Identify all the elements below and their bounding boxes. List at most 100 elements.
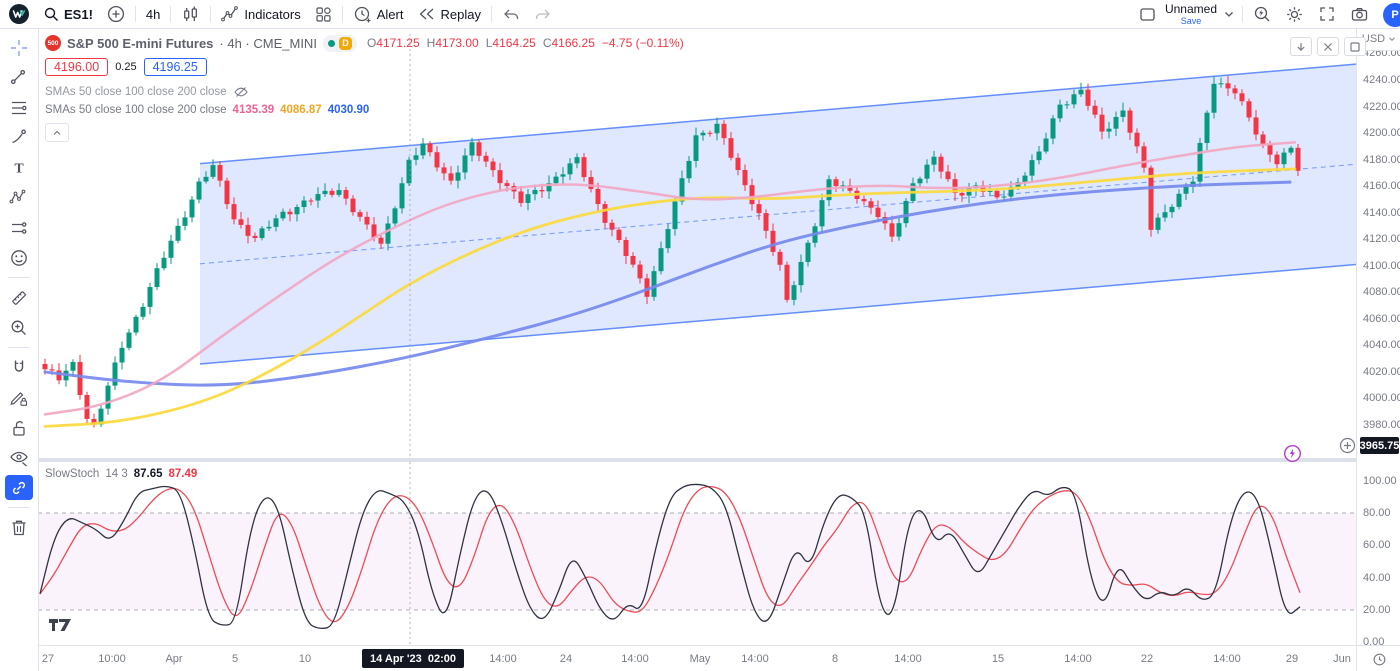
tool-zoom-in[interactable] xyxy=(5,315,33,340)
tool-trend-line[interactable] xyxy=(5,65,33,90)
tradingview-logo[interactable] xyxy=(8,3,30,25)
fullscreen-button[interactable] xyxy=(1311,1,1343,27)
tool-magnet[interactable] xyxy=(5,355,33,380)
plus-circle-icon xyxy=(107,5,124,23)
pane-controls xyxy=(1290,37,1366,56)
rail-divider xyxy=(8,277,30,278)
lock-open-icon xyxy=(13,420,25,436)
chart-type-button[interactable] xyxy=(174,1,207,27)
stoch-k-value: 87.65 xyxy=(133,468,163,480)
scroll-to-recent-button[interactable] xyxy=(1290,37,1312,56)
collapse-arrows-icon xyxy=(1324,42,1332,51)
replay-button[interactable]: Replay xyxy=(410,1,487,27)
layout-name[interactable]: Unnamed Save xyxy=(1163,3,1219,26)
crosshair-time-label: 14 Apr '23 02:00 xyxy=(362,649,464,668)
symbol-search-button[interactable]: ES1! xyxy=(36,1,100,27)
tool-fib-retracement[interactable] xyxy=(5,95,33,120)
user-avatar[interactable]: P xyxy=(1383,3,1400,27)
instant-trading-button[interactable] xyxy=(1283,444,1302,463)
toolbar-right: Unnamed Save xyxy=(1132,0,1400,28)
lightning-icon xyxy=(1283,444,1302,463)
stoch-name: SlowStoch xyxy=(45,468,100,480)
spread-value: 0.25 xyxy=(115,61,137,73)
compare-add-symbol-button[interactable] xyxy=(100,1,132,27)
indicators-label: Indicators xyxy=(244,6,301,22)
tool-measure[interactable] xyxy=(5,285,33,310)
legend-collapse-button[interactable] xyxy=(45,123,69,142)
tool-lock-all-drawings[interactable] xyxy=(5,415,33,440)
layout-grid-icon xyxy=(316,6,331,22)
tool-remove-drawings[interactable] xyxy=(5,515,33,540)
tool-emoji[interactable] xyxy=(5,245,33,270)
tool-brush[interactable] xyxy=(5,125,33,150)
tool-sync-drawings[interactable] xyxy=(5,475,33,500)
stochastic-pane-canvas[interactable] xyxy=(38,462,1356,645)
add-alert-plus-button[interactable] xyxy=(1339,437,1356,454)
sma-indicator-row-hidden[interactable]: SMAs 50 close 100 close 200 close xyxy=(45,84,684,99)
interval-button[interactable]: 4h xyxy=(139,1,167,27)
tool-forecast[interactable] xyxy=(5,215,33,240)
screenshot-button[interactable] xyxy=(1343,1,1376,27)
sma-hidden-label: SMAs 50 close 100 close 200 close xyxy=(45,85,227,98)
main-chart-canvas[interactable] xyxy=(38,28,1356,458)
sma-values: 4135.39 4086.87 4030.90 xyxy=(233,104,370,116)
sma-indicator-row[interactable]: SMAs 50 close 100 close 200 close 4135.3… xyxy=(45,102,684,117)
symbol-search-label: ES1! xyxy=(64,6,93,22)
ruler-icon xyxy=(12,290,26,305)
chevron-up-icon xyxy=(53,130,61,135)
link-icon xyxy=(13,481,25,494)
pane-separator[interactable] xyxy=(38,458,1400,462)
sell-bid-button[interactable]: 4196.00 xyxy=(45,58,109,76)
sma50-value: 4135.39 xyxy=(232,103,275,116)
tool-crosshair[interactable] xyxy=(5,35,33,60)
quick-search-icon xyxy=(1254,6,1270,22)
crosshair-price-label: 3965.75 xyxy=(1360,437,1399,454)
market-status-pill[interactable]: D xyxy=(322,34,357,52)
rail-divider xyxy=(8,347,30,348)
time-axis[interactable]: 27 10:00 Apr 5 10 14:00 24 14:00 May 14:00 8 14:00 1… xyxy=(38,645,1356,671)
layout-dropdown-button[interactable] xyxy=(1219,1,1239,27)
quick-search-button[interactable] xyxy=(1246,1,1278,27)
currency-selector[interactable]: USD xyxy=(1357,28,1400,51)
chevron-down-icon xyxy=(1225,12,1233,17)
drawing-toolbar: T xyxy=(0,28,39,671)
ohlc-values: O4171.25 H4173.00 L4164.25 C4166.25 −4.7… xyxy=(366,36,684,50)
eye-off-icon[interactable] xyxy=(233,84,249,100)
undo-button[interactable] xyxy=(495,1,527,27)
save-layout-link[interactable]: Save xyxy=(1180,15,1202,26)
camera-icon xyxy=(1351,7,1368,21)
tool-drawing-mode-lock[interactable] xyxy=(5,385,33,410)
timezone-corner[interactable] xyxy=(1356,645,1400,671)
stochastic-legend[interactable]: SlowStoch 14 3 87.65 87.49 xyxy=(45,468,197,480)
pencil-lock-icon xyxy=(10,391,28,406)
sma200-value: 4030.90 xyxy=(327,103,370,116)
redo-button[interactable] xyxy=(527,1,559,27)
maximize-pane-button[interactable] xyxy=(1344,37,1366,56)
tool-hide-all-drawings[interactable] xyxy=(5,445,33,470)
stoch-d-value: 87.49 xyxy=(168,468,198,480)
settings-button[interactable] xyxy=(1278,1,1311,27)
sma-label: SMAs 50 close 100 close 200 close xyxy=(45,103,227,116)
price-axis[interactable]: USD 4260.00 4240.00 4220.00 4200.00 4180.00 4… xyxy=(1356,28,1400,648)
tool-xabcd-pattern[interactable] xyxy=(5,185,33,210)
svg-text:T: T xyxy=(14,161,24,176)
forecast-icon xyxy=(12,221,27,234)
market-open-dot xyxy=(327,39,335,47)
tradingview-watermark-icon xyxy=(49,619,71,631)
tradingview-logo-icon xyxy=(9,4,29,24)
collapse-pane-button[interactable] xyxy=(1317,37,1339,56)
symbol-row[interactable]: 500 S&P 500 E-mini Futures · 4h · CME_MI… xyxy=(45,34,684,52)
maximize-icon xyxy=(1350,41,1360,52)
toolbar-divider xyxy=(1242,6,1243,22)
bid-ask-row: 4196.00 0.25 4196.25 xyxy=(45,57,684,77)
symbol-title[interactable]: S&P 500 E-mini Futures xyxy=(67,35,214,51)
indicator-templates-button[interactable] xyxy=(308,1,339,27)
redo-icon xyxy=(535,9,550,19)
indicators-button[interactable]: Indicators xyxy=(214,1,307,27)
save-layout-indicator-button[interactable] xyxy=(1132,1,1163,27)
emoji-icon xyxy=(11,249,27,266)
tool-text[interactable]: T xyxy=(5,155,33,180)
magnet-icon xyxy=(14,360,24,372)
buy-ask-button[interactable]: 4196.25 xyxy=(143,58,207,76)
alert-button[interactable]: Alert xyxy=(346,1,411,27)
